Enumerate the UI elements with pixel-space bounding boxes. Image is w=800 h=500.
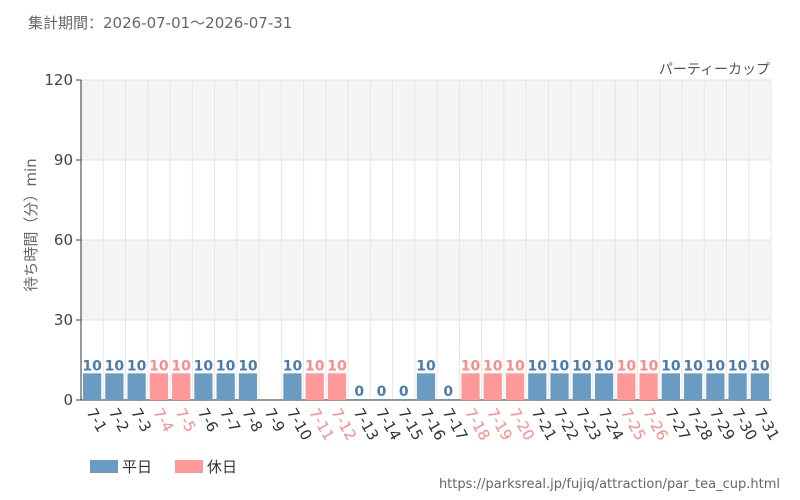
y-axis-label: 待ち時間（分）min <box>22 158 40 291</box>
bar <box>305 373 324 400</box>
bar-value-label: 10 <box>550 358 570 374</box>
bar <box>750 373 769 400</box>
bar-value-label: 10 <box>171 358 191 374</box>
bar-value-label: 10 <box>594 358 614 374</box>
bar <box>416 373 436 400</box>
chart-title: パーティーカップ <box>659 62 770 78</box>
bars <box>83 373 769 400</box>
bar <box>617 373 636 400</box>
bar-value-label: 0 <box>399 384 409 400</box>
bar <box>350 399 369 400</box>
bar-value-label: 0 <box>443 384 453 400</box>
bar-value-label: 10 <box>706 358 726 374</box>
y-tick-label: 0 <box>63 391 73 409</box>
bar-value-label: 10 <box>572 358 592 374</box>
legend-swatch <box>90 460 118 473</box>
x-tick-label: 7-2 <box>105 405 133 435</box>
bar-value-label: 10 <box>194 358 214 374</box>
legend-swatch <box>175 460 203 473</box>
bar <box>594 373 614 400</box>
plot-band <box>81 80 771 160</box>
source-url: https://parksreal.jp/fujiq/attraction/pa… <box>439 477 780 492</box>
bar-value-label: 10 <box>82 358 102 374</box>
y-tick-label: 30 <box>54 311 73 329</box>
bar <box>105 373 124 400</box>
bar-value-label: 10 <box>750 358 770 374</box>
bar-value-label: 10 <box>327 358 347 374</box>
bar-value-label: 10 <box>661 358 681 374</box>
bar-value-label: 10 <box>127 358 147 374</box>
bar-value-label: 10 <box>461 358 481 374</box>
x-tick-labels: 7-17-27-37-47-57-67-77-87-97-107-117-127… <box>83 405 783 443</box>
bar <box>149 373 169 400</box>
bar <box>505 373 525 400</box>
bar-value-label: 10 <box>728 358 748 374</box>
bar <box>728 373 747 400</box>
x-tick-label: 7-8 <box>238 405 266 435</box>
bar <box>216 373 235 400</box>
bar <box>127 373 146 400</box>
bar <box>327 373 347 400</box>
bar-value-label: 10 <box>105 358 125 374</box>
bar <box>639 373 658 400</box>
bar-value-label: 10 <box>283 358 303 374</box>
bar <box>439 399 458 400</box>
bar-value-label: 10 <box>305 358 325 374</box>
bar-value-label: 0 <box>354 384 364 400</box>
bar <box>683 373 703 400</box>
x-tick-label: 7-1 <box>83 405 111 435</box>
x-tick-label: 7-3 <box>127 405 155 435</box>
bar <box>394 399 413 400</box>
x-tick-label: 7-6 <box>194 405 222 435</box>
bar <box>194 373 213 400</box>
bar-value-label: 10 <box>216 358 236 374</box>
x-tick-label: 7-7 <box>216 405 244 435</box>
y-tick-labels: 0 30 60 90 120 <box>44 71 73 409</box>
bar <box>461 373 480 400</box>
legend: 平日 休日 <box>90 458 237 476</box>
bar-value-label: 10 <box>683 358 703 374</box>
period-text: 集計期間：2026-07-01～2026-07-31 <box>28 14 292 32</box>
bar-value-label: 10 <box>528 358 548 374</box>
x-tick-label: 7-5 <box>172 405 200 435</box>
legend-label: 平日 <box>122 458 152 476</box>
y-tick-label: 60 <box>54 231 73 249</box>
plot-background <box>81 80 771 320</box>
bar <box>83 373 102 400</box>
bar <box>661 373 680 400</box>
bar <box>483 373 502 400</box>
bar-value-label: 10 <box>238 358 258 374</box>
grid-lines <box>80 79 772 400</box>
bar <box>172 373 191 400</box>
bar-value-label: 10 <box>149 358 169 374</box>
bar <box>283 373 302 400</box>
bar-value-label: 10 <box>483 358 503 374</box>
bar-value-label: 10 <box>505 358 525 374</box>
bar-value-label: 10 <box>639 358 659 374</box>
bar <box>238 373 258 400</box>
bar-value-label: 0 <box>377 384 387 400</box>
bar <box>528 373 547 400</box>
bar <box>572 373 591 400</box>
bar <box>550 373 569 400</box>
y-tick-label: 120 <box>44 71 73 89</box>
bar <box>372 399 391 400</box>
x-tick-label: 7-9 <box>261 405 289 435</box>
x-tick-label: 7-4 <box>149 405 177 435</box>
bar <box>706 373 725 400</box>
bar-value-label: 10 <box>617 358 637 374</box>
y-tick-label: 90 <box>54 151 73 169</box>
bar-value-label: 10 <box>416 358 436 374</box>
legend-label: 休日 <box>207 458 237 476</box>
plot-band <box>81 240 771 320</box>
